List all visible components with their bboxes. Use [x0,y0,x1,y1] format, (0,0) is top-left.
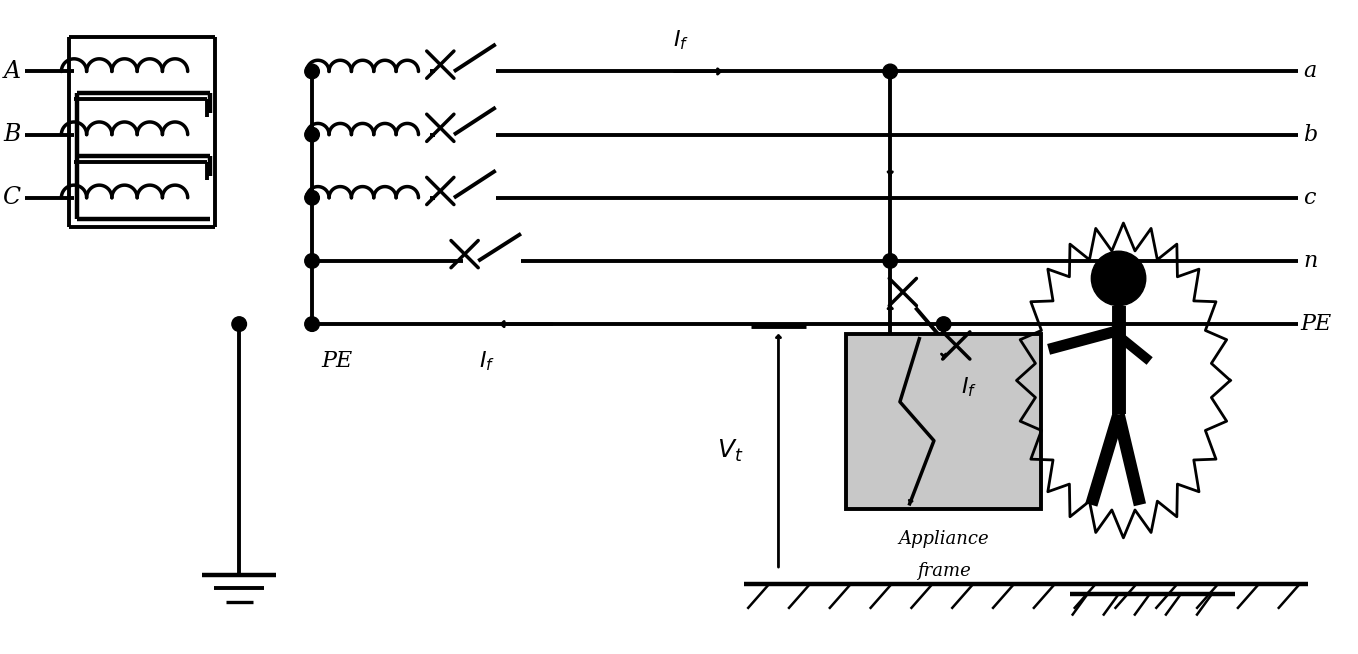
Circle shape [883,64,898,78]
Circle shape [937,317,951,332]
Text: n: n [1304,250,1317,272]
Text: A: A [4,60,20,83]
Circle shape [304,190,319,205]
Text: frame: frame [917,562,971,580]
Circle shape [1092,251,1146,305]
Text: C: C [3,186,20,209]
Text: $I_f$: $I_f$ [961,375,978,399]
Text: $I_f$: $I_f$ [479,349,494,373]
Bar [846,334,1040,509]
Circle shape [304,128,319,142]
Circle shape [883,254,898,268]
Text: PE: PE [322,350,353,372]
Text: a: a [1304,60,1316,82]
Circle shape [304,64,319,78]
Circle shape [232,317,246,332]
Circle shape [304,317,319,332]
Text: c: c [1304,187,1316,209]
Text: b: b [1304,124,1317,146]
Text: Appliance: Appliance [899,530,989,548]
Text: PE: PE [1300,313,1331,335]
Text: B: B [3,123,20,146]
Text: $I_f$: $I_f$ [674,29,690,52]
Circle shape [304,254,319,268]
Text: $V_t$: $V_t$ [717,438,743,464]
